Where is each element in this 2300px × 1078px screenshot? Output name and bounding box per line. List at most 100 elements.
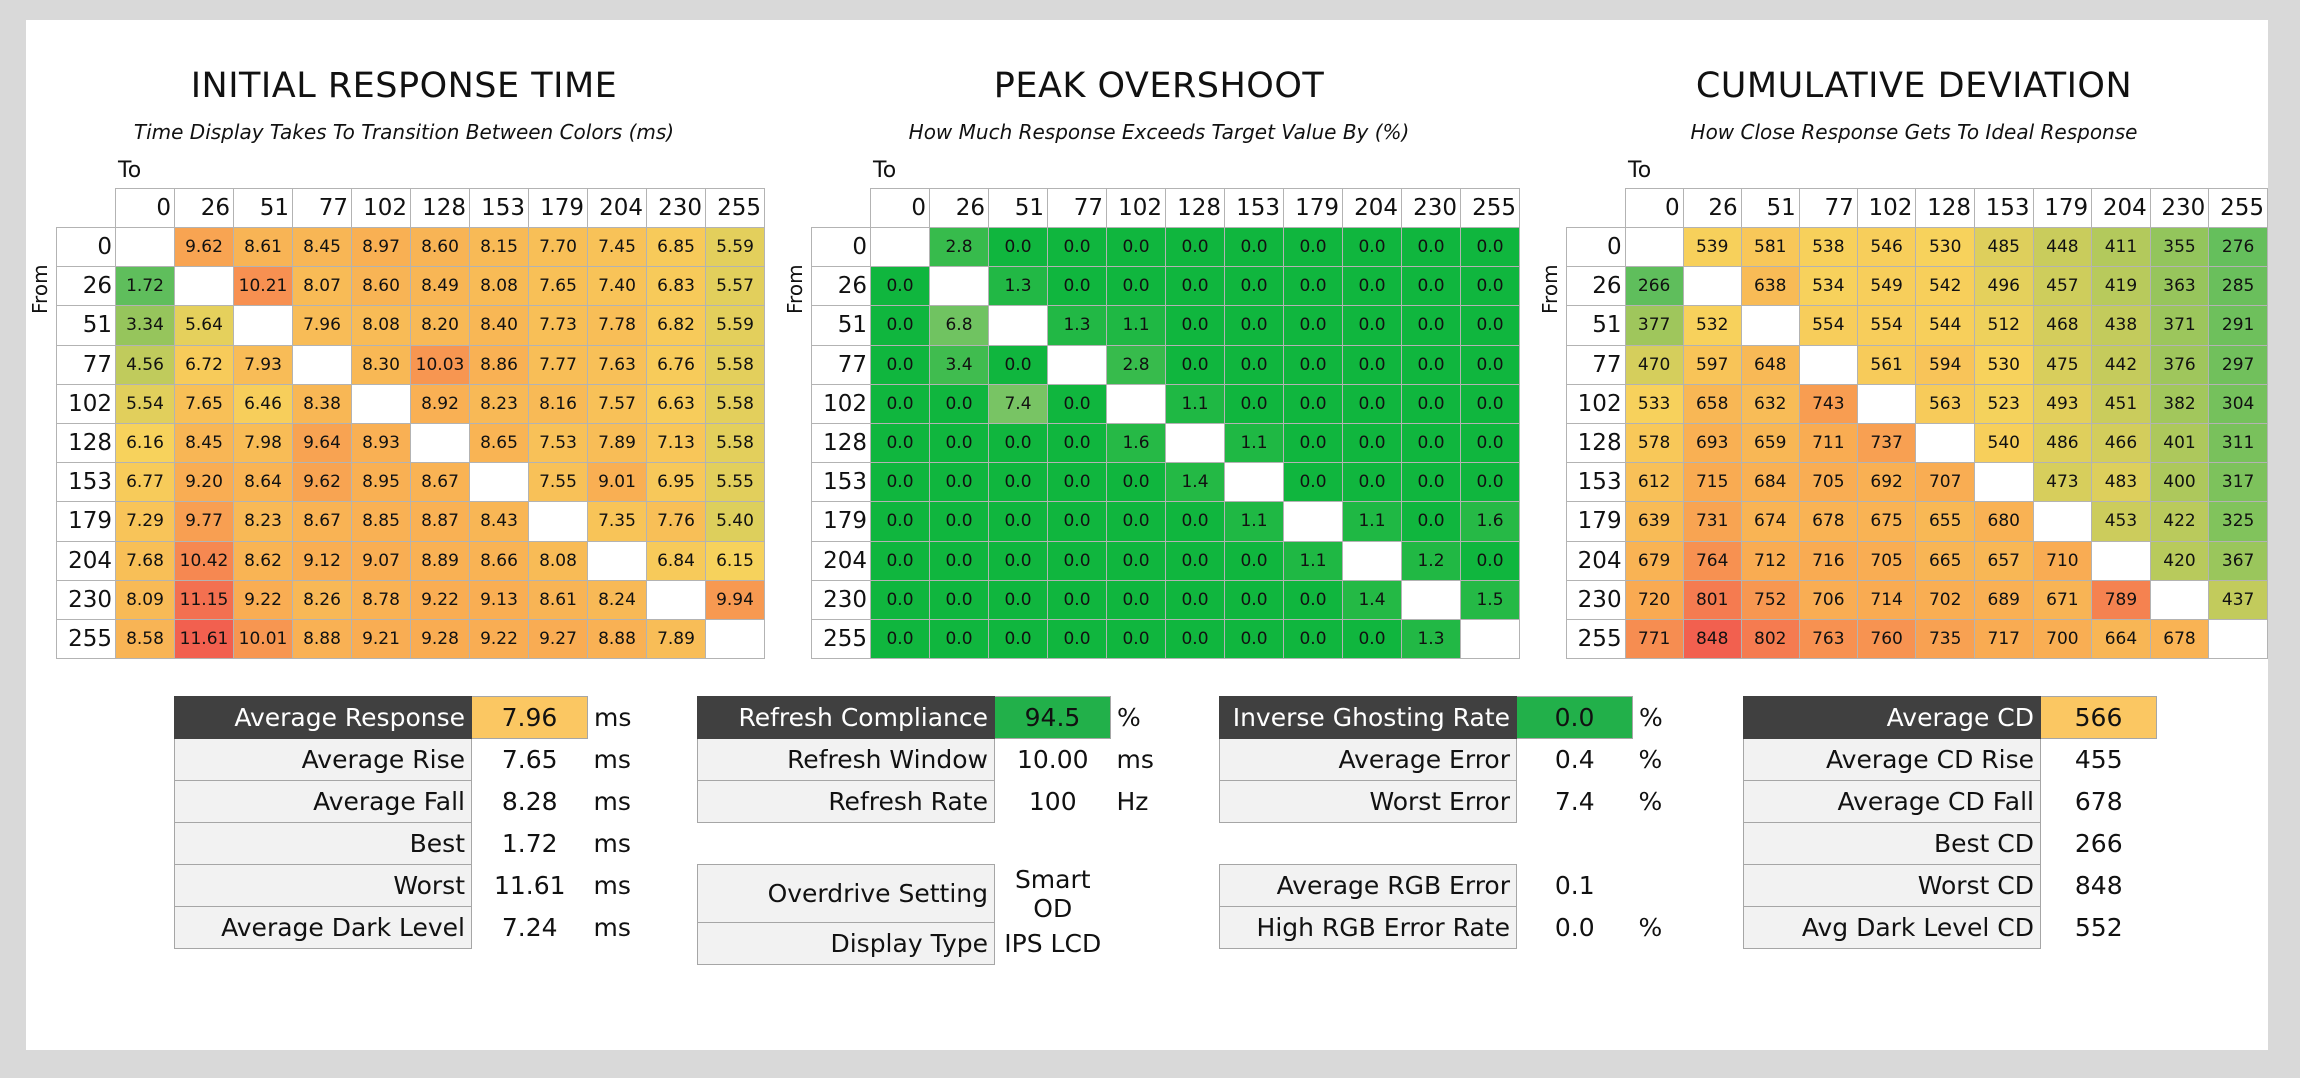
heatmap-cell: 8.23	[233, 501, 293, 542]
row-header: 51	[56, 305, 116, 346]
heatmap-cell: 355	[2149, 226, 2210, 268]
heatmap-cell: 0.0	[1342, 266, 1402, 307]
row-header: 255	[1566, 618, 1626, 660]
heatmap-cell: 377	[1624, 305, 1684, 346]
column-header: 128	[1165, 188, 1225, 228]
empty-cell	[1682, 266, 1742, 307]
stat-label: Inverse Ghosting Rate	[1219, 696, 1517, 739]
heatmap-cell: 9.28	[410, 618, 470, 660]
heatmap-cell: 0.0	[1165, 305, 1225, 346]
column-header: 102	[1856, 188, 1917, 228]
heatmap-cell: 451	[2091, 383, 2151, 424]
stat-label: Worst CD	[1743, 864, 2041, 907]
heatmap-cell: 317	[2208, 462, 2268, 503]
heatmap-cell: 6.15	[705, 540, 765, 581]
heatmap-cell: 692	[1856, 462, 1917, 503]
stat-value: 678	[2074, 787, 2123, 816]
heatmap-cell: 789	[2091, 579, 2151, 620]
heatmap-cell: 0.0	[988, 540, 1048, 581]
heatmap-cell: 7.4	[988, 383, 1048, 424]
stat-unit	[1633, 865, 1690, 907]
stat-label: Average Error	[1219, 738, 1517, 781]
heatmap-cell: 1.1	[1342, 501, 1402, 542]
stat-label: Average Dark Level	[174, 906, 472, 949]
row-header: 230	[811, 579, 871, 620]
heatmap-cell: 1.1	[1224, 422, 1284, 464]
empty-cell	[1856, 383, 1917, 424]
heatmap-subtitle: How Close Response Gets To Ideal Respons…	[1690, 120, 2138, 144]
stat-label: Average CD Fall	[1743, 780, 2041, 823]
column-header: 230	[2149, 188, 2210, 228]
stat-unit: %	[1638, 913, 1663, 942]
heatmap-cell: 0.0	[870, 266, 930, 307]
to-axis-label: To	[118, 158, 142, 183]
heatmap-cell: 7.89	[646, 618, 706, 660]
heatmap-cell: 8.60	[351, 266, 411, 307]
heatmap-subtitle: Time Display Takes To Transition Between…	[133, 120, 675, 144]
heatmap-cell: 0.0	[1460, 266, 1520, 307]
column-header: 204	[587, 188, 647, 228]
heatmap-cell: 848	[1682, 618, 1742, 660]
stats-gap	[1220, 823, 1690, 865]
heatmap-cell: 0.0	[870, 305, 930, 346]
heatmap-cell: 530	[1915, 226, 1975, 268]
stats-row: Worst CD 848	[1743, 864, 2214, 907]
heatmap-cell: 0.0	[1047, 383, 1107, 424]
stat-unit: %	[1638, 787, 1663, 816]
heatmap-cell: 0.0	[1224, 226, 1284, 268]
row-header: 0	[1566, 226, 1626, 268]
cd-stats-table: Average CD 566 Average CD Rise 455 Average C…	[1743, 696, 2214, 949]
heatmap-cell: 658	[1682, 383, 1742, 424]
heatmap-cell: 10.03	[410, 344, 470, 385]
heatmap-cell: 639	[1624, 501, 1684, 542]
stat-label: Average CD	[1743, 696, 2041, 739]
heatmap-cell: 0.0	[1224, 383, 1284, 424]
heatmap-cell: 1.3	[988, 266, 1048, 307]
heatmap-cell: 400	[2149, 462, 2210, 503]
heatmap-cell: 6.46	[233, 383, 293, 424]
heatmap-cell: 8.49	[410, 266, 470, 307]
stats-row: Average Fall 8.28 ms	[174, 780, 645, 823]
stat-unit: ms	[593, 913, 631, 942]
heatmap-cell: 493	[2032, 383, 2093, 424]
heatmap-cell: 0.0	[1283, 226, 1343, 268]
heatmap-cell: 9.20	[174, 462, 234, 503]
heatmap-cell: 9.77	[174, 501, 234, 542]
heatmap-cell: 578	[1624, 422, 1684, 464]
heatmap-cell: 678	[1798, 501, 1858, 542]
heatmap-cell: 0.0	[1283, 462, 1343, 503]
heatmap-cell: 534	[1798, 266, 1858, 307]
heatmap-cell: 6.76	[646, 344, 706, 385]
heatmap-cell: 546	[1856, 226, 1917, 268]
heatmap-cell: 376	[2149, 344, 2210, 385]
heatmap-cell: 483	[2091, 462, 2151, 503]
column-header: 77	[292, 188, 352, 228]
stat-unit: %	[1639, 703, 1663, 732]
heatmap-cell: 453	[2091, 501, 2151, 542]
heatmap-cell: 705	[1798, 462, 1858, 503]
heatmap-cell: 0.0	[870, 540, 930, 581]
heatmap-cell: 8.78	[351, 579, 411, 620]
row-header: 0	[811, 226, 871, 268]
heatmap-cell: 659	[1740, 422, 1800, 464]
heatmap-cell: 1.6	[1106, 422, 1166, 464]
heatmap-cell: 0.0	[1401, 422, 1461, 464]
column-header: 179	[1283, 188, 1343, 228]
stats-row: Avg Dark Level CD 552	[1743, 906, 2214, 949]
heatmap-cell: 0.0	[1342, 383, 1402, 424]
stats-row: Refresh Compliance 94.5%	[697, 696, 1168, 739]
stat-value: 11.61	[493, 871, 566, 900]
heatmap-cell: 542	[1915, 266, 1975, 307]
heatmap-cell: 680	[1973, 501, 2034, 542]
row-header: 204	[56, 540, 116, 581]
heatmap-cell: 448	[2032, 226, 2093, 268]
stat-value: 0.0	[1554, 913, 1595, 942]
grid-corner	[812, 189, 871, 228]
heatmap-cell: 285	[2208, 266, 2268, 307]
heatmap-cell: 0.0	[1106, 501, 1166, 542]
heatmap-cell: 0.0	[1047, 579, 1107, 620]
row-header: 102	[1566, 383, 1626, 424]
heatmap-cell: 401	[2149, 422, 2210, 464]
heatmap-cell: 8.86	[469, 344, 529, 385]
row-header: 77	[1566, 344, 1626, 385]
